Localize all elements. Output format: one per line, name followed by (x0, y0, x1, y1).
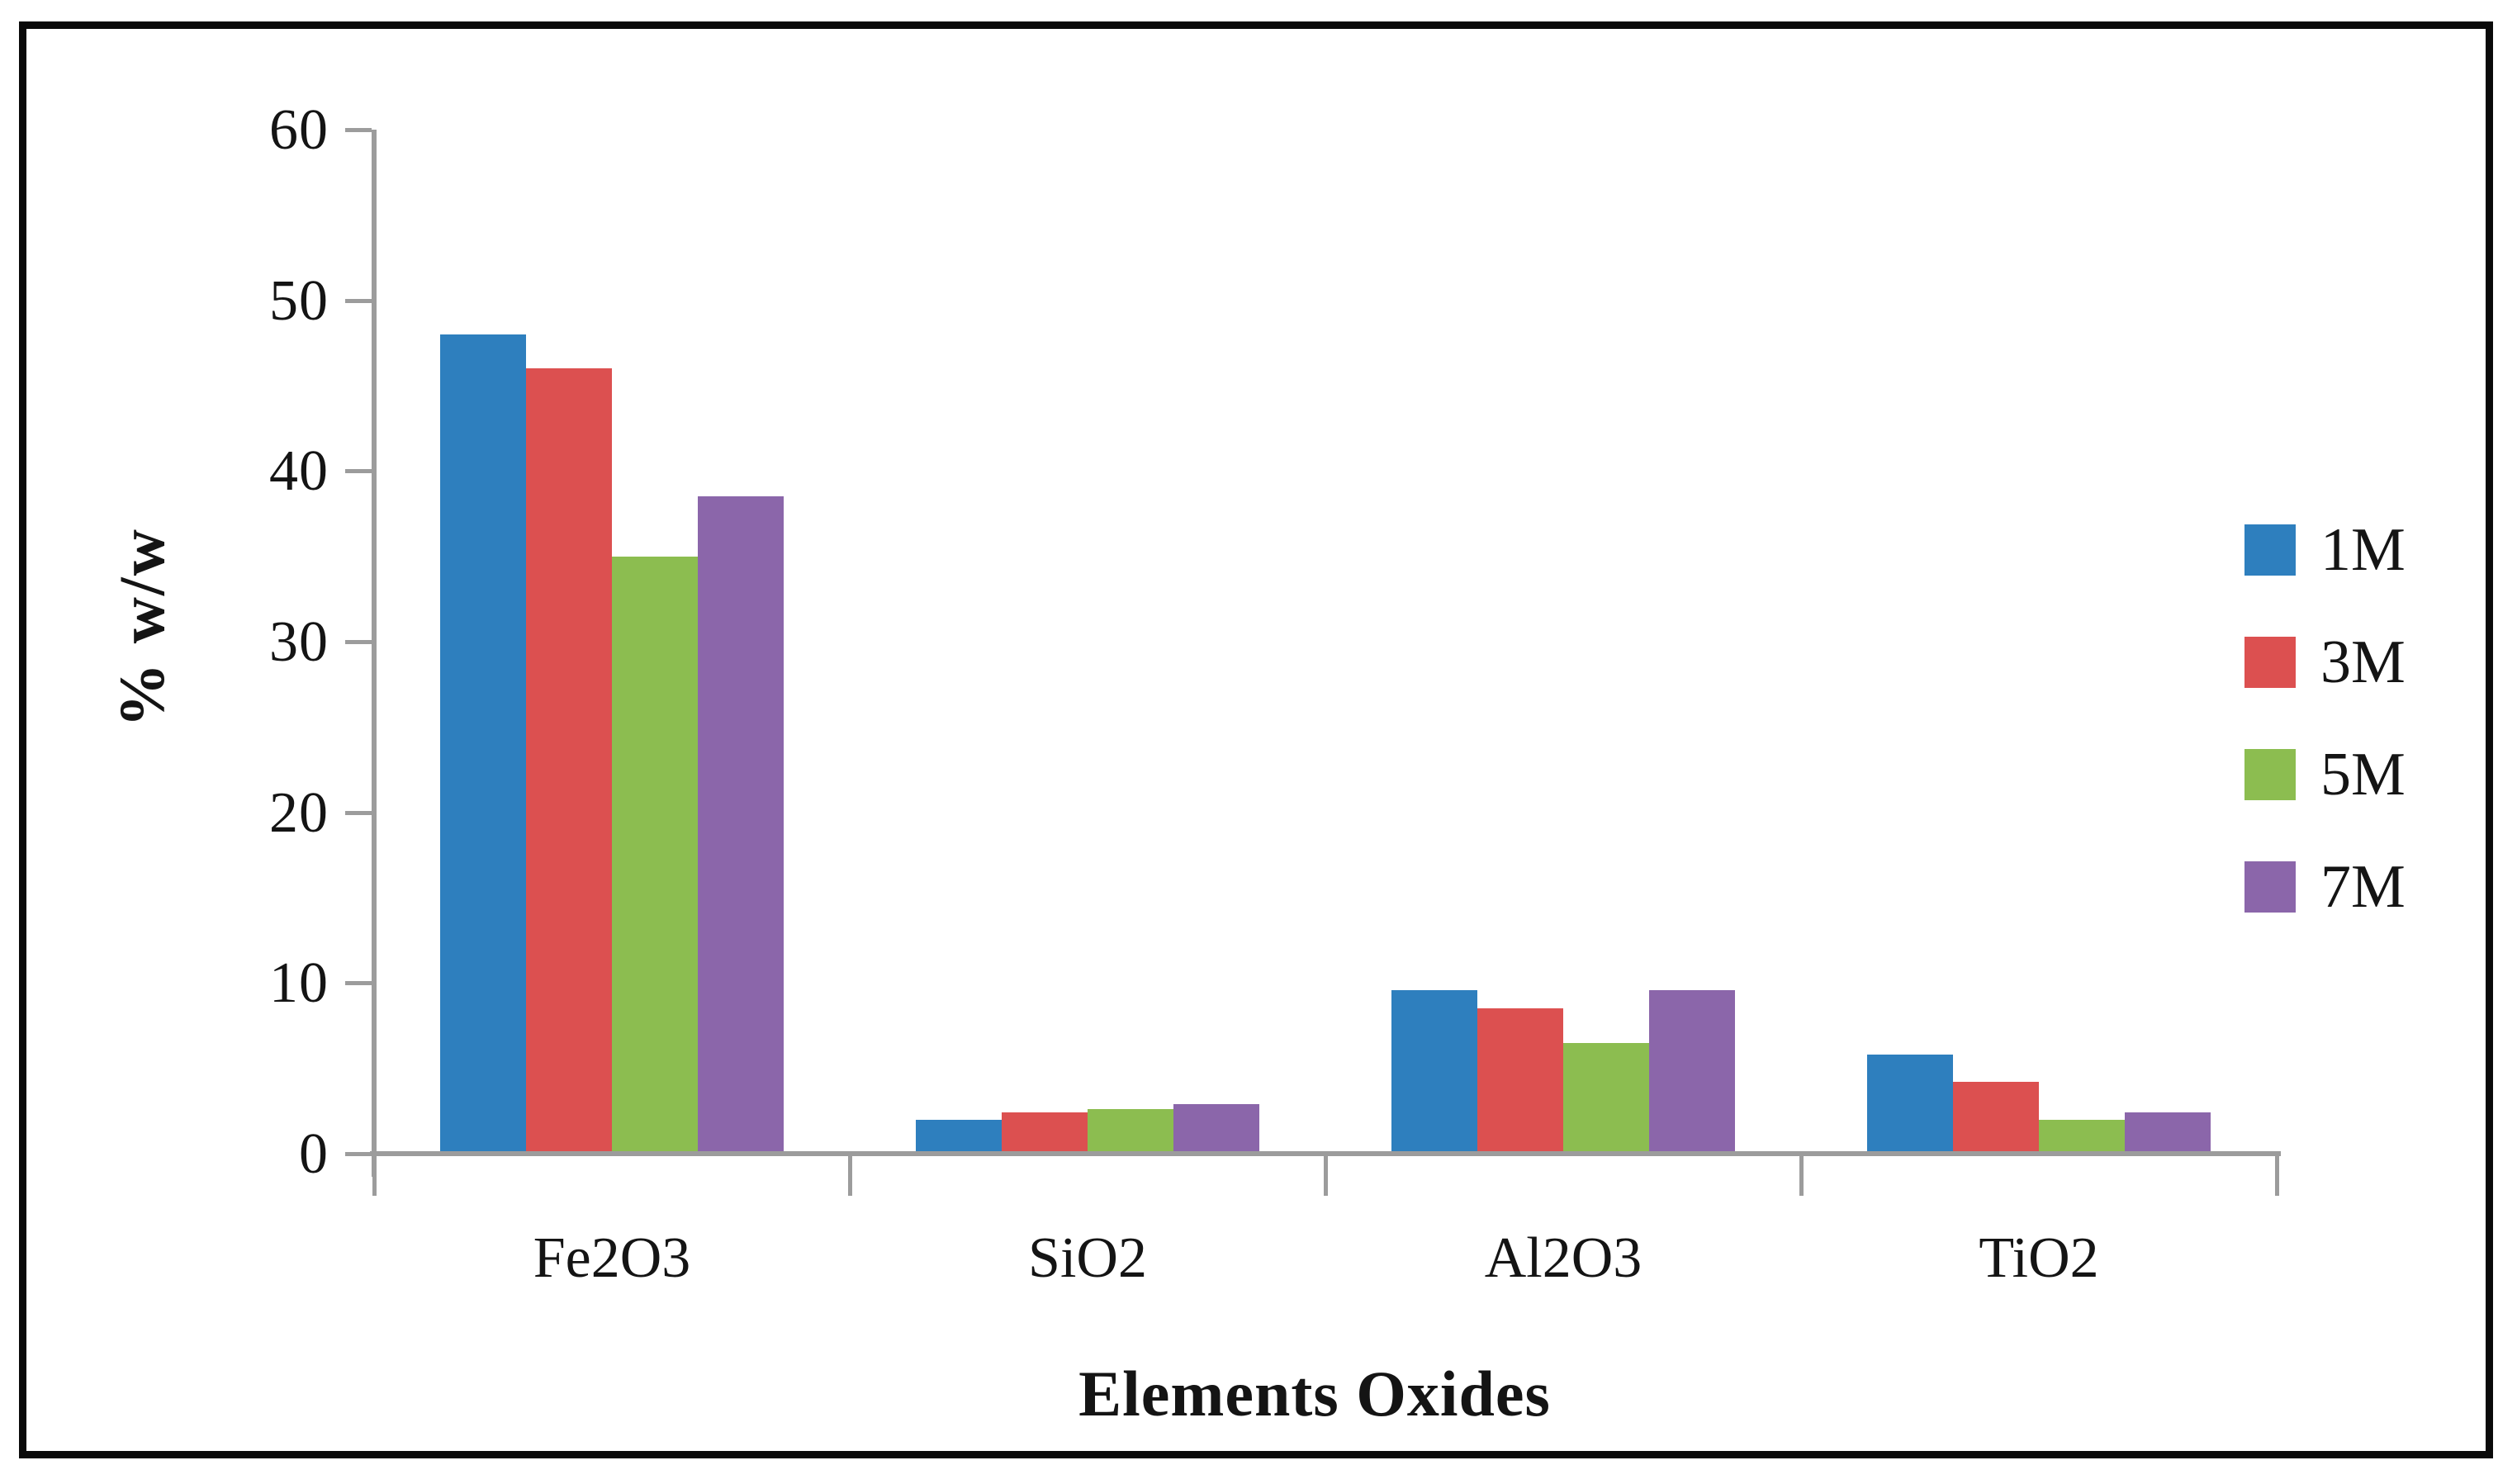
legend-swatch-1M (2244, 524, 2296, 576)
legend-swatch-5M (2244, 749, 2296, 800)
legend-swatch-3M (2244, 637, 2296, 688)
bar-Al2O3-3M (1477, 1008, 1563, 1154)
x-category-label: Al2O3 (1484, 1226, 1642, 1290)
y-tick (345, 981, 372, 986)
bar-SiO2-7M (1173, 1104, 1259, 1154)
y-tick (345, 640, 372, 644)
bar-Fe2O3-3M (526, 368, 612, 1154)
y-axis-title: % w/w (106, 528, 178, 728)
bar-Al2O3-7M (1649, 990, 1735, 1154)
y-tick-label: 50 (269, 268, 329, 333)
y-tick-label: 20 (269, 780, 329, 845)
bar-Al2O3-1M (1391, 990, 1477, 1154)
legend-label: 1M (2320, 516, 2406, 584)
y-tick-label: 0 (299, 1122, 329, 1186)
bar-TiO2-5M (2039, 1120, 2125, 1154)
y-tick (345, 469, 372, 474)
bar-SiO2-5M (1088, 1109, 1173, 1154)
legend-label: 5M (2320, 741, 2406, 808)
bar-Al2O3-5M (1563, 1043, 1649, 1154)
bar-TiO2-3M (1953, 1082, 2039, 1154)
y-axis-line (372, 130, 377, 1177)
x-tick (848, 1156, 852, 1196)
x-tick (2275, 1156, 2279, 1196)
legend-label: 7M (2320, 853, 2406, 921)
figure-border: 60 50 40 30 20 10 0 Fe2O3 SiO2 Al2O3 TiO2 % w/w El… (19, 21, 2493, 1458)
x-tick (1324, 1156, 1328, 1196)
bar-Fe2O3-7M (698, 496, 784, 1154)
bar-Fe2O3-5M (612, 557, 698, 1154)
y-tick-label: 30 (269, 610, 329, 674)
y-tick-label: 60 (269, 98, 329, 162)
bar-SiO2-3M (1002, 1112, 1088, 1154)
y-tick-label: 10 (269, 951, 329, 1016)
bar-SiO2-1M (916, 1120, 1002, 1154)
x-category-label: Fe2O3 (533, 1226, 691, 1290)
x-axis-title: Elements Oxides (1078, 1358, 1551, 1429)
y-tick (345, 810, 372, 815)
bar-TiO2-7M (2125, 1112, 2211, 1154)
bar-Fe2O3-1M (440, 334, 526, 1154)
y-tick (345, 298, 372, 303)
plot-area: 60 50 40 30 20 10 0 Fe2O3 SiO2 Al2O3 TiO2 (26, 29, 2500, 1466)
x-category-label: SiO2 (1028, 1226, 1147, 1290)
bar-TiO2-1M (1867, 1055, 1953, 1154)
legend-label: 3M (2320, 628, 2406, 696)
legend: 1M 3M 5M 7M (2244, 516, 2406, 970)
x-category-label: TiO2 (1979, 1226, 2099, 1290)
legend-swatch-7M (2244, 861, 2296, 913)
legend-item-3M: 3M (2244, 628, 2406, 696)
legend-item-7M: 7M (2244, 853, 2406, 921)
y-tick-label: 40 (269, 439, 329, 504)
x-tick (372, 1156, 377, 1196)
x-tick (1799, 1156, 1804, 1196)
legend-item-5M: 5M (2244, 741, 2406, 808)
y-tick (345, 128, 372, 132)
legend-item-1M: 1M (2244, 516, 2406, 584)
y-tick (345, 1152, 372, 1156)
x-axis-line (370, 1151, 2281, 1156)
